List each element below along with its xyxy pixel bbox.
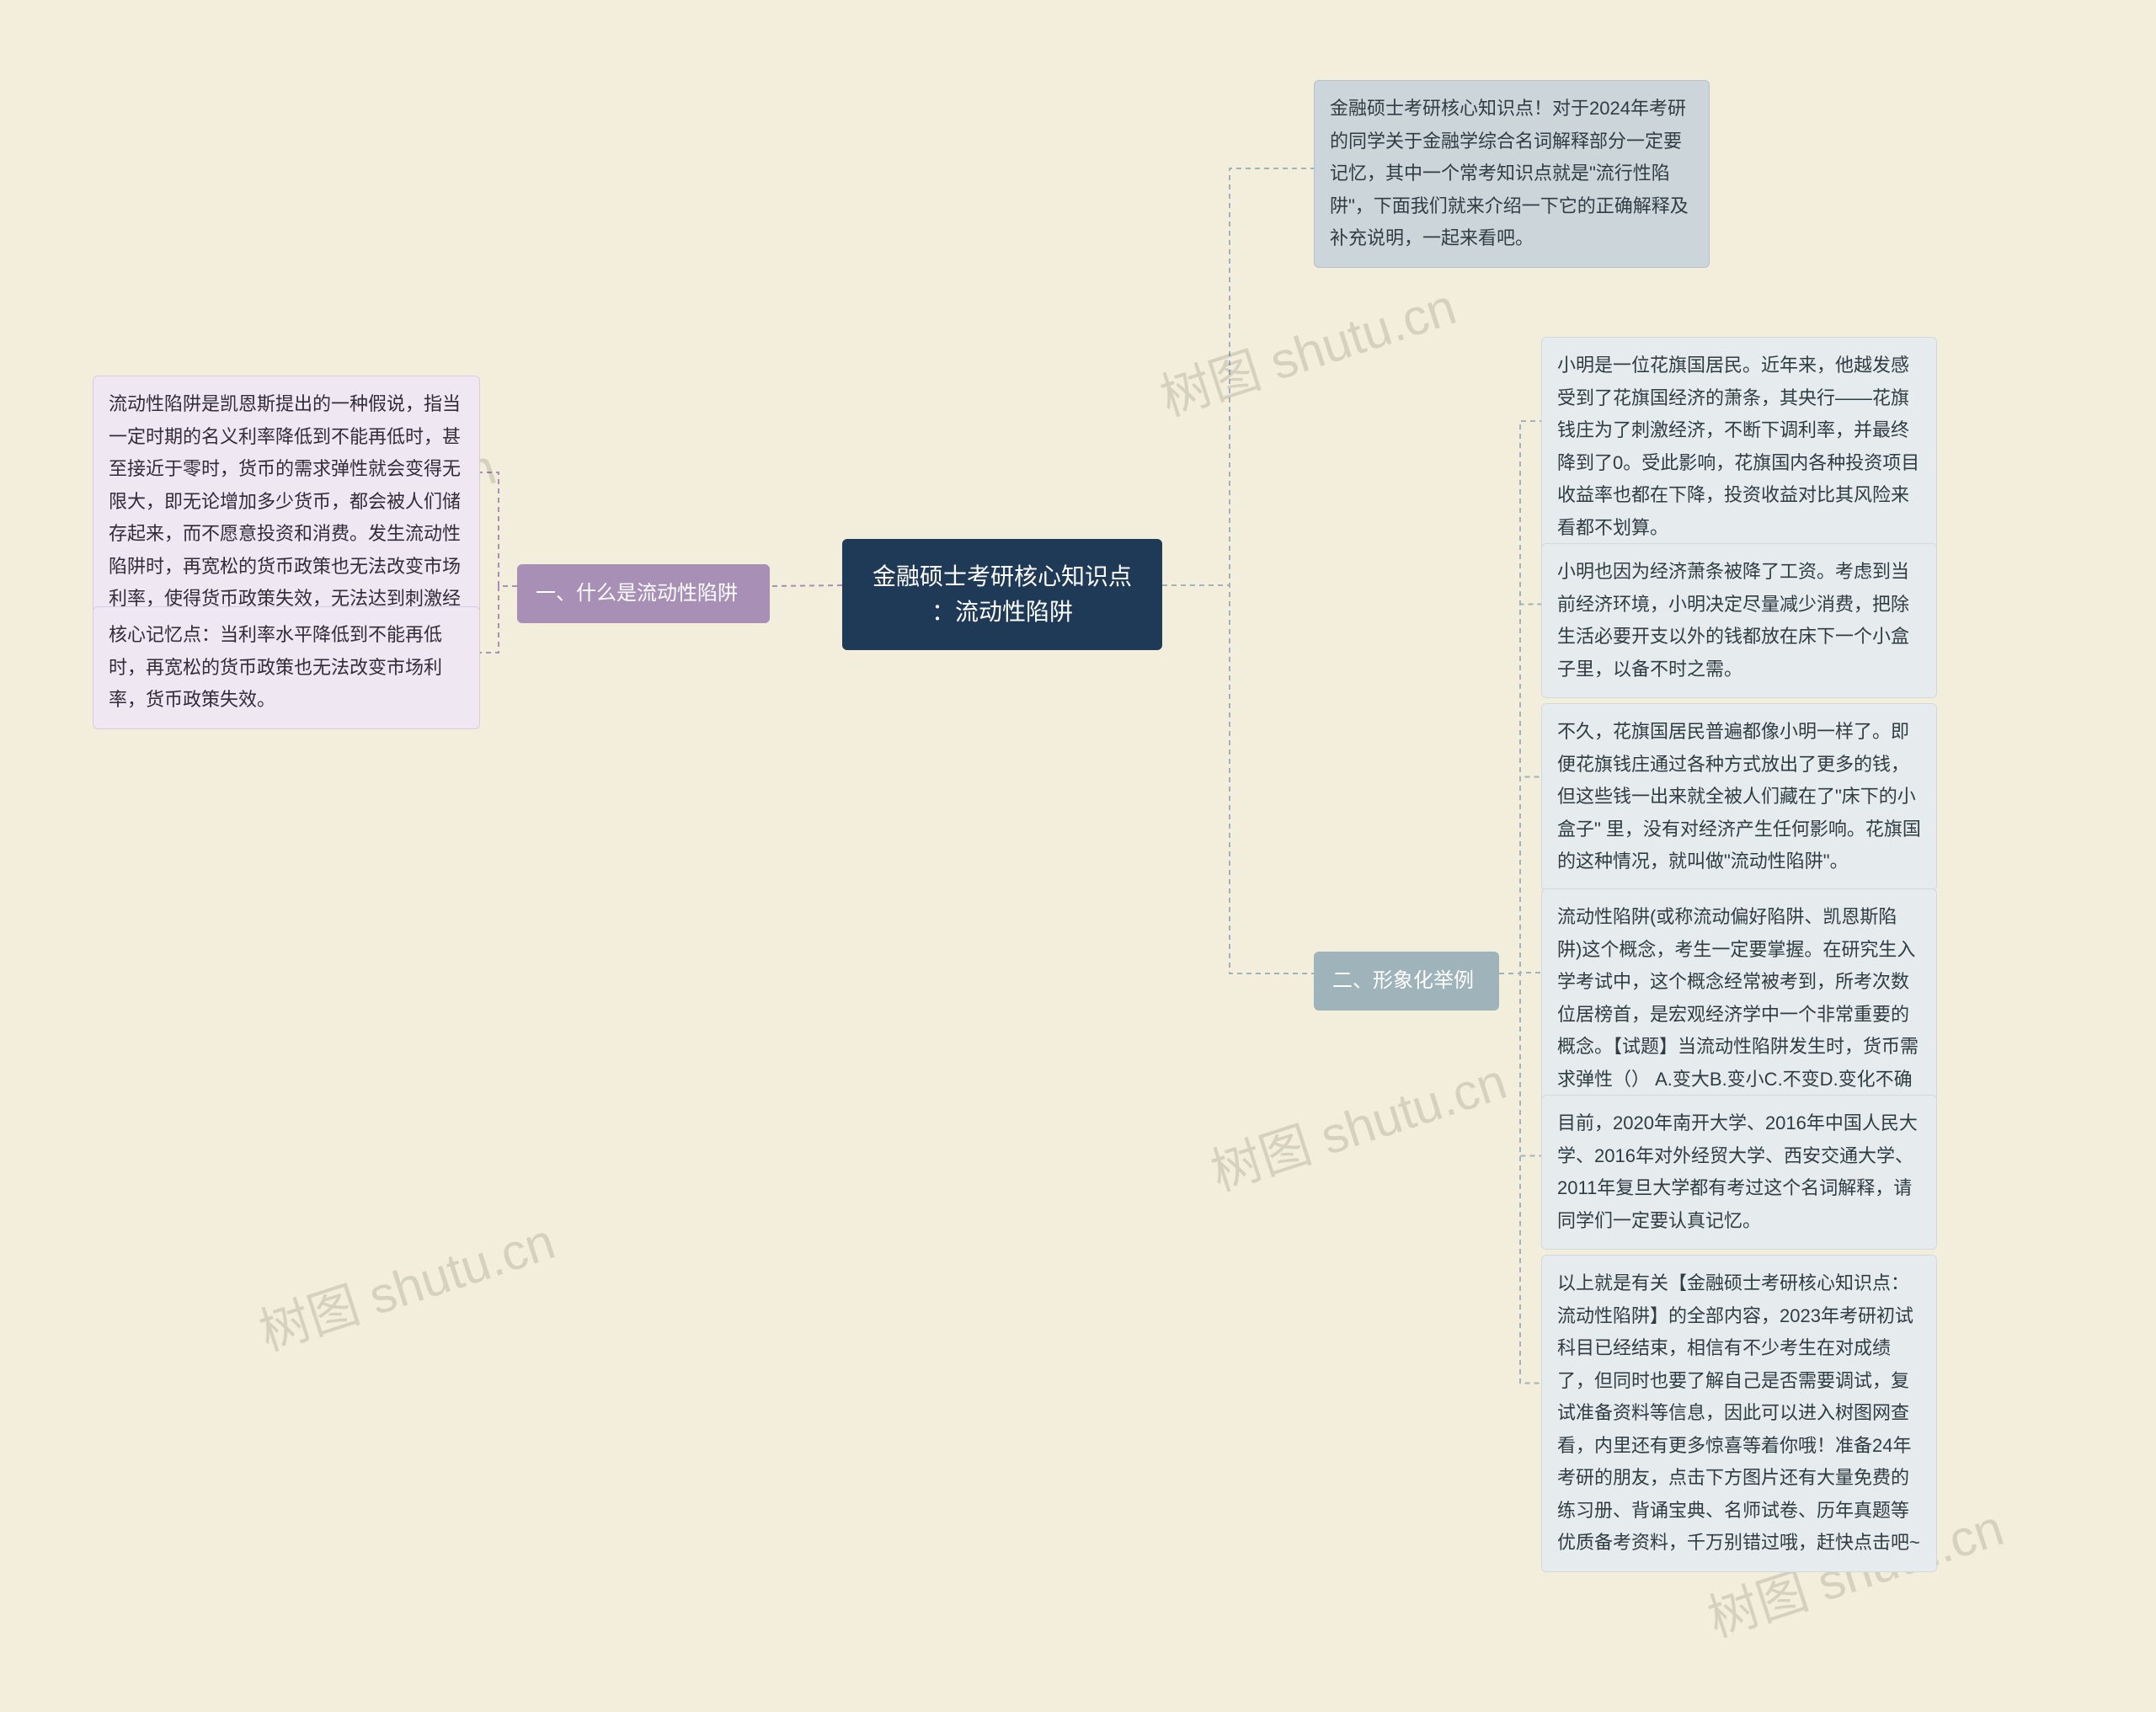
right-leaf-3-text: 流动性陷阱(或称流动偏好陷阱、凯恩斯陷阱)这个概念，考生一定要掌握。在研究生入学… (1557, 906, 1919, 1122)
right-leaf-4[interactable]: 目前，2020年南开大学、2016年中国人民大学、2016年对外经贸大学、西安交… (1541, 1095, 1937, 1250)
right-leaf-2-text: 不久，花旗国居民普遍都像小明一样了。即便花旗钱庄通过各种方式放出了更多的钱，但这… (1557, 721, 1921, 872)
center-title-line2: ：流动性陷阱 (867, 595, 1137, 630)
watermark: 树图 shutu.cn (1200, 1041, 1514, 1205)
branch-right-label: 二、形象化举例 (1332, 969, 1474, 992)
right-leaf-2[interactable]: 不久，花旗国居民普遍都像小明一样了。即便花旗钱庄通过各种方式放出了更多的钱，但这… (1541, 703, 1937, 891)
branch-left-label: 一、什么是流动性陷阱 (536, 582, 738, 605)
center-topic[interactable]: 金融硕士考研核心知识点：流动性陷阱 (842, 539, 1162, 650)
right-leaf-1[interactable]: 小明也因为经济萧条被降了工资。考虑到当前经济环境，小明决定尽量减少消费，把除生活… (1541, 543, 1937, 698)
left-leaf-0-text: 流动性陷阱是凯恩斯提出的一种假说，指当一定时期的名义利率降低到不能再低时，甚至接… (109, 393, 461, 642)
right-intro-text: 金融硕士考研核心知识点！对于2024年考研的同学关于金融学综合名词解释部分一定要… (1330, 98, 1689, 248)
center-title-line1: 金融硕士考研核心知识点 (867, 559, 1137, 595)
right-leaf-5[interactable]: 以上就是有关【金融硕士考研核心知识点：流动性陷阱】的全部内容，2023年考研初试… (1541, 1255, 1937, 1572)
left-leaf-1[interactable]: 核心记忆点：当利率水平降低到不能再低时，再宽松的货币政策也无法改变市场利率，货币… (93, 606, 480, 729)
right-leaf-1-text: 小明也因为经济萧条被降了工资。考虑到当前经济环境，小明决定尽量减少消费，把除生活… (1557, 561, 1909, 680)
mindmap-canvas: 树图 shutu.cn树图 shutu.cn树图 shutu.cn树图 shut… (0, 0, 2156, 1712)
right-leaf-0[interactable]: 小明是一位花旗国居民。近年来，他越发感受到了花旗国经济的萧条，其央行——花旗钱庄… (1541, 337, 1937, 557)
right-leaf-4-text: 目前，2020年南开大学、2016年中国人民大学、2016年对外经贸大学、西安交… (1557, 1112, 1918, 1231)
left-leaf-1-text: 核心记忆点：当利率水平降低到不能再低时，再宽松的货币政策也无法改变市场利率，货币… (109, 624, 442, 710)
right-leaf-5-text: 以上就是有关【金融硕士考研核心知识点：流动性陷阱】的全部内容，2023年考研初试… (1557, 1272, 1920, 1553)
branch-right[interactable]: 二、形象化举例 (1314, 952, 1499, 1011)
right-intro[interactable]: 金融硕士考研核心知识点！对于2024年考研的同学关于金融学综合名词解释部分一定要… (1314, 80, 1710, 268)
right-leaf-0-text: 小明是一位花旗国居民。近年来，他越发感受到了花旗国经济的萧条，其央行——花旗钱庄… (1557, 355, 1919, 538)
watermark: 树图 shutu.cn (1150, 266, 1464, 430)
branch-left[interactable]: 一、什么是流动性陷阱 (517, 564, 770, 623)
watermark: 树图 shutu.cn (248, 1201, 563, 1365)
